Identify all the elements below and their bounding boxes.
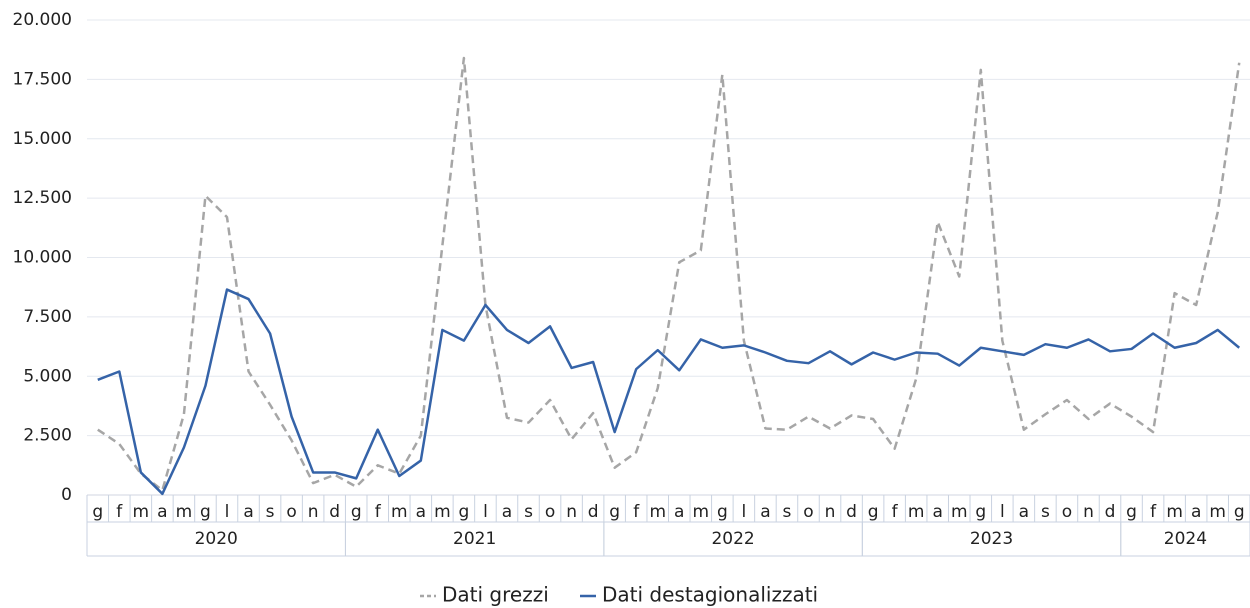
- x-tick-label: n: [308, 502, 319, 522]
- x-tick-label: m: [908, 502, 925, 522]
- year-label: 2024: [1164, 529, 1207, 549]
- x-tick-label: m: [133, 502, 150, 522]
- x-tick-label: g: [458, 502, 469, 522]
- x-tick-label: f: [375, 502, 382, 522]
- x-tick-label: g: [1126, 502, 1137, 522]
- y-tick-label: 12.500: [13, 188, 72, 208]
- x-tick-label: g: [1234, 502, 1245, 522]
- y-tick-label: 5.000: [23, 366, 72, 386]
- x-tick-label: m: [649, 502, 666, 522]
- x-tick-label: a: [157, 502, 167, 522]
- x-tick-label: l: [483, 502, 488, 522]
- x-tick-label: n: [825, 502, 836, 522]
- y-tick-label: 0: [61, 485, 72, 505]
- x-tick-label: g: [92, 502, 103, 522]
- x-tick-label: d: [329, 502, 340, 522]
- year-label: 2021: [453, 529, 496, 549]
- x-tick-label: f: [892, 502, 899, 522]
- y-tick-label: 7.500: [23, 307, 72, 327]
- x-tick-label: f: [633, 502, 640, 522]
- x-tick-label: n: [566, 502, 577, 522]
- legend-label: Dati destagionalizzati: [602, 583, 818, 607]
- x-tick-label: o: [286, 502, 296, 522]
- x-tick-label: l: [1000, 502, 1005, 522]
- x-tick-label: d: [846, 502, 857, 522]
- x-tick-label: s: [266, 502, 275, 522]
- x-tick-label: s: [524, 502, 533, 522]
- x-tick-label: a: [674, 502, 684, 522]
- x-tick-label: m: [951, 502, 968, 522]
- x-tick-label: d: [588, 502, 599, 522]
- x-tick-label: m: [434, 502, 451, 522]
- x-tick-label: a: [760, 502, 770, 522]
- series-line: [97, 288, 1241, 496]
- x-tick-label: g: [609, 502, 620, 522]
- x-tick-label: m: [1209, 502, 1226, 522]
- x-tick-label: o: [545, 502, 555, 522]
- x-tick-label: o: [803, 502, 813, 522]
- x-tick-label: a: [1191, 502, 1201, 522]
- x-tick-label: g: [868, 502, 879, 522]
- x-tick-label: f: [1150, 502, 1157, 522]
- year-label: 2023: [970, 529, 1013, 549]
- legend-label: Dati grezzi: [442, 583, 549, 607]
- x-tick-label: a: [416, 502, 426, 522]
- x-tick-label: m: [1166, 502, 1183, 522]
- x-tick-label: m: [176, 502, 193, 522]
- x-tick-label: g: [975, 502, 986, 522]
- x-tick-label: s: [1041, 502, 1050, 522]
- x-tick-label: s: [783, 502, 792, 522]
- x-tick-label: a: [1019, 502, 1029, 522]
- y-tick-label: 17.500: [13, 69, 72, 89]
- x-tick-label: a: [502, 502, 512, 522]
- x-tick-label: l: [225, 502, 230, 522]
- series-line: [97, 56, 1241, 492]
- x-tick-label: o: [1062, 502, 1072, 522]
- x-tick-label: n: [1083, 502, 1094, 522]
- y-tick-label: 20.000: [13, 10, 72, 30]
- x-tick-label: m: [391, 502, 408, 522]
- y-tick-label: 2.500: [23, 426, 72, 446]
- year-label: 2020: [195, 529, 238, 549]
- y-tick-label: 10.000: [13, 248, 72, 268]
- x-tick-label: g: [717, 502, 728, 522]
- x-tick-label: d: [1105, 502, 1116, 522]
- x-tick-label: g: [200, 502, 211, 522]
- x-tick-label: f: [116, 502, 123, 522]
- x-tick-label: m: [693, 502, 710, 522]
- x-tick-label: a: [243, 502, 253, 522]
- y-tick-label: 15.000: [13, 129, 72, 149]
- year-label: 2022: [711, 529, 754, 549]
- x-tick-label: g: [351, 502, 362, 522]
- x-tick-label: a: [933, 502, 943, 522]
- x-tick-label: l: [742, 502, 747, 522]
